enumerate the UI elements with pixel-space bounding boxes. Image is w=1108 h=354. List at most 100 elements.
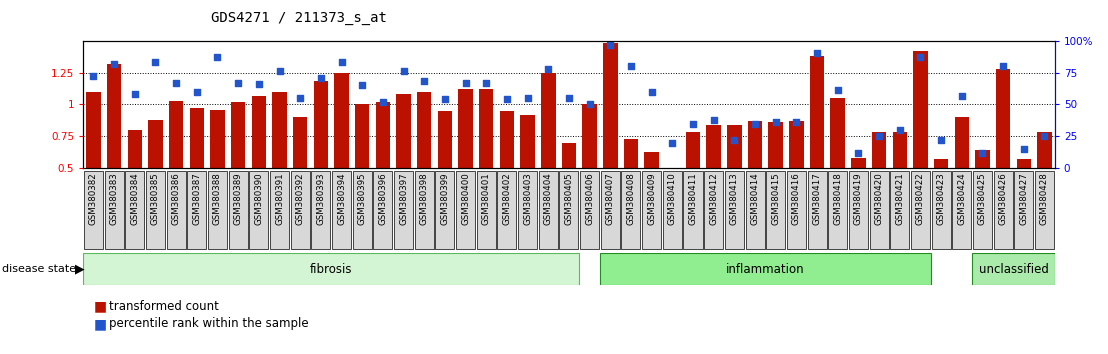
Text: GSM380394: GSM380394: [337, 172, 346, 225]
Point: [208, 55, 226, 60]
FancyBboxPatch shape: [104, 171, 124, 249]
Text: GSM380401: GSM380401: [482, 172, 491, 225]
Bar: [335, 73, 349, 168]
Bar: [417, 92, 431, 168]
Point: [560, 95, 578, 101]
Bar: [934, 159, 948, 168]
FancyBboxPatch shape: [560, 171, 578, 249]
Text: GSM380421: GSM380421: [895, 172, 904, 225]
Bar: [748, 121, 762, 168]
Point: [767, 119, 784, 125]
Bar: [127, 130, 142, 168]
FancyBboxPatch shape: [435, 171, 454, 249]
Bar: [438, 111, 452, 168]
Bar: [1037, 132, 1051, 168]
Bar: [293, 117, 307, 168]
FancyBboxPatch shape: [311, 171, 330, 249]
FancyBboxPatch shape: [849, 171, 868, 249]
Point: [953, 93, 971, 98]
Text: percentile rank within the sample: percentile rank within the sample: [109, 318, 308, 330]
Bar: [397, 94, 411, 168]
FancyBboxPatch shape: [994, 171, 1013, 249]
FancyBboxPatch shape: [538, 171, 557, 249]
FancyBboxPatch shape: [911, 171, 930, 249]
Text: GSM380418: GSM380418: [833, 172, 842, 225]
Text: GSM380404: GSM380404: [544, 172, 553, 225]
FancyBboxPatch shape: [519, 171, 537, 249]
Point: [994, 63, 1012, 69]
Text: GSM380400: GSM380400: [461, 172, 470, 225]
Bar: [996, 69, 1010, 168]
Point: [250, 81, 268, 87]
Text: ▶: ▶: [75, 263, 85, 275]
FancyBboxPatch shape: [394, 171, 413, 249]
Point: [850, 150, 868, 156]
FancyBboxPatch shape: [414, 171, 433, 249]
Point: [705, 117, 722, 122]
Text: GSM380423: GSM380423: [936, 172, 945, 225]
Text: GSM380386: GSM380386: [172, 172, 181, 225]
Text: GSM380410: GSM380410: [668, 172, 677, 225]
FancyBboxPatch shape: [125, 171, 144, 249]
Point: [1036, 133, 1054, 139]
Text: GSM380393: GSM380393: [317, 172, 326, 225]
Point: [581, 102, 598, 107]
Bar: [106, 64, 122, 168]
Point: [478, 80, 495, 86]
Bar: [913, 51, 927, 168]
Point: [229, 80, 247, 86]
FancyBboxPatch shape: [932, 171, 951, 249]
Text: GSM380406: GSM380406: [585, 172, 594, 225]
Bar: [624, 139, 638, 168]
Text: GSM380417: GSM380417: [812, 172, 821, 225]
Text: GSM380428: GSM380428: [1040, 172, 1049, 225]
FancyBboxPatch shape: [808, 171, 827, 249]
Bar: [148, 120, 163, 168]
Text: GSM380422: GSM380422: [916, 172, 925, 225]
Text: GSM380398: GSM380398: [420, 172, 429, 225]
FancyBboxPatch shape: [952, 171, 972, 249]
Point: [622, 63, 639, 69]
FancyBboxPatch shape: [187, 171, 206, 249]
FancyBboxPatch shape: [249, 171, 268, 249]
Text: GSM380409: GSM380409: [647, 172, 656, 225]
Bar: [252, 96, 266, 168]
Text: GSM380390: GSM380390: [255, 172, 264, 225]
Point: [312, 75, 330, 80]
Bar: [686, 132, 700, 168]
Bar: [541, 73, 555, 168]
Bar: [211, 109, 225, 168]
Text: GSM380420: GSM380420: [874, 172, 883, 225]
FancyBboxPatch shape: [870, 171, 889, 249]
Bar: [459, 89, 473, 168]
FancyBboxPatch shape: [725, 171, 743, 249]
Text: GSM380397: GSM380397: [399, 172, 408, 225]
FancyBboxPatch shape: [890, 171, 910, 249]
Text: GSM380391: GSM380391: [275, 172, 284, 225]
Point: [602, 42, 619, 47]
Point: [416, 79, 433, 84]
Bar: [603, 43, 617, 168]
Point: [540, 66, 557, 72]
Text: GSM380427: GSM380427: [1019, 172, 1028, 225]
FancyBboxPatch shape: [83, 253, 579, 285]
Point: [126, 91, 144, 97]
Point: [437, 97, 454, 102]
Bar: [314, 81, 328, 168]
Bar: [583, 104, 597, 168]
FancyBboxPatch shape: [1035, 171, 1054, 249]
Bar: [851, 158, 865, 168]
Point: [188, 89, 206, 95]
Text: GSM380414: GSM380414: [750, 172, 759, 225]
Point: [519, 95, 536, 101]
Text: GSM380405: GSM380405: [564, 172, 574, 225]
Point: [932, 137, 950, 143]
Bar: [562, 143, 576, 168]
Bar: [831, 98, 845, 168]
FancyBboxPatch shape: [332, 171, 351, 249]
Bar: [975, 150, 989, 168]
FancyBboxPatch shape: [228, 171, 248, 249]
FancyBboxPatch shape: [1014, 171, 1034, 249]
Text: GSM380403: GSM380403: [523, 172, 532, 225]
FancyBboxPatch shape: [599, 253, 931, 285]
